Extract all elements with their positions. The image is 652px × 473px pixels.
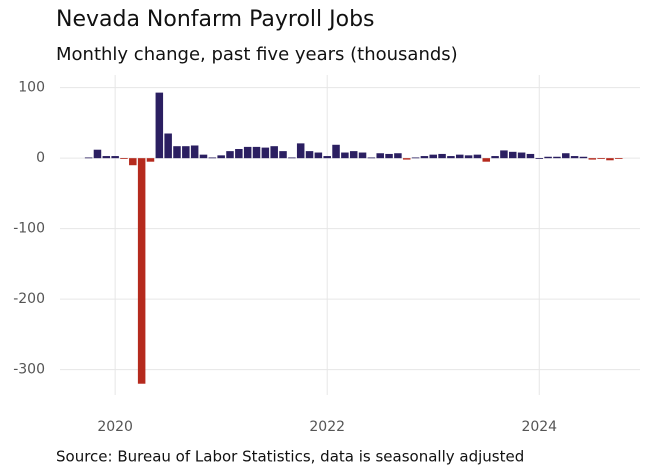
y-tick-label: 0 (36, 150, 45, 166)
bar (615, 158, 623, 159)
bar (173, 146, 181, 159)
bar (208, 157, 217, 159)
bars (84, 92, 623, 384)
bar (358, 152, 367, 159)
bar (146, 158, 155, 162)
bar (438, 153, 446, 159)
bar (155, 92, 164, 159)
bar (314, 152, 323, 159)
y-tick-label: 100 (18, 80, 45, 96)
bar (217, 155, 225, 159)
bar (93, 149, 102, 159)
bar (447, 156, 455, 159)
bar (111, 156, 119, 159)
bar (464, 155, 473, 159)
bar (491, 156, 499, 159)
bar (164, 133, 172, 159)
source-note: Source: Bureau of Labor Statistics, data… (56, 448, 524, 466)
bar (500, 150, 508, 159)
bar (562, 153, 570, 159)
bar (544, 156, 552, 159)
bar (84, 157, 93, 159)
bar (509, 151, 517, 159)
bar (526, 153, 535, 159)
bar (579, 156, 588, 159)
bar (385, 153, 393, 159)
bar (597, 158, 605, 159)
bar (182, 146, 190, 159)
bar (296, 143, 305, 159)
bar (137, 158, 146, 384)
bar (270, 146, 278, 159)
bar (553, 156, 561, 159)
bar (323, 156, 331, 159)
bar (199, 154, 208, 159)
bar (102, 156, 111, 159)
bar (305, 151, 314, 159)
x-tick-label: 2020 (97, 419, 133, 435)
bar (473, 154, 482, 159)
bar (606, 158, 614, 161)
bar (332, 144, 340, 159)
bar (279, 151, 287, 159)
bar (129, 158, 137, 166)
bar (455, 154, 464, 159)
y-tick-label: -100 (13, 221, 45, 237)
bar (535, 158, 544, 159)
bar (411, 157, 420, 159)
bar (252, 146, 261, 159)
bar (235, 149, 243, 159)
bar (429, 154, 437, 159)
bar (517, 152, 526, 159)
bar (120, 158, 128, 159)
bar (288, 157, 296, 159)
bar (588, 158, 597, 160)
bar (190, 145, 199, 159)
bar (420, 156, 429, 159)
x-tick-label: 2024 (521, 419, 557, 435)
bar (367, 157, 376, 159)
bar (341, 152, 349, 159)
grid: 100 0 -100 -200 -300 2020 2022 2024 (13, 75, 640, 435)
bar (226, 151, 234, 159)
bar (482, 158, 491, 162)
y-tick-label: -300 (13, 362, 45, 378)
bar (402, 158, 411, 160)
chart-title: Nevada Nonfarm Payroll Jobs (56, 7, 375, 32)
bar (261, 147, 270, 159)
chart-subtitle: Monthly change, past five years (thousan… (56, 44, 458, 65)
y-tick-label: -200 (13, 291, 45, 307)
bar (570, 156, 579, 159)
bar (243, 146, 252, 159)
bar (349, 151, 358, 159)
x-tick-label: 2022 (309, 419, 345, 435)
bar (394, 153, 402, 159)
bar (376, 153, 384, 159)
